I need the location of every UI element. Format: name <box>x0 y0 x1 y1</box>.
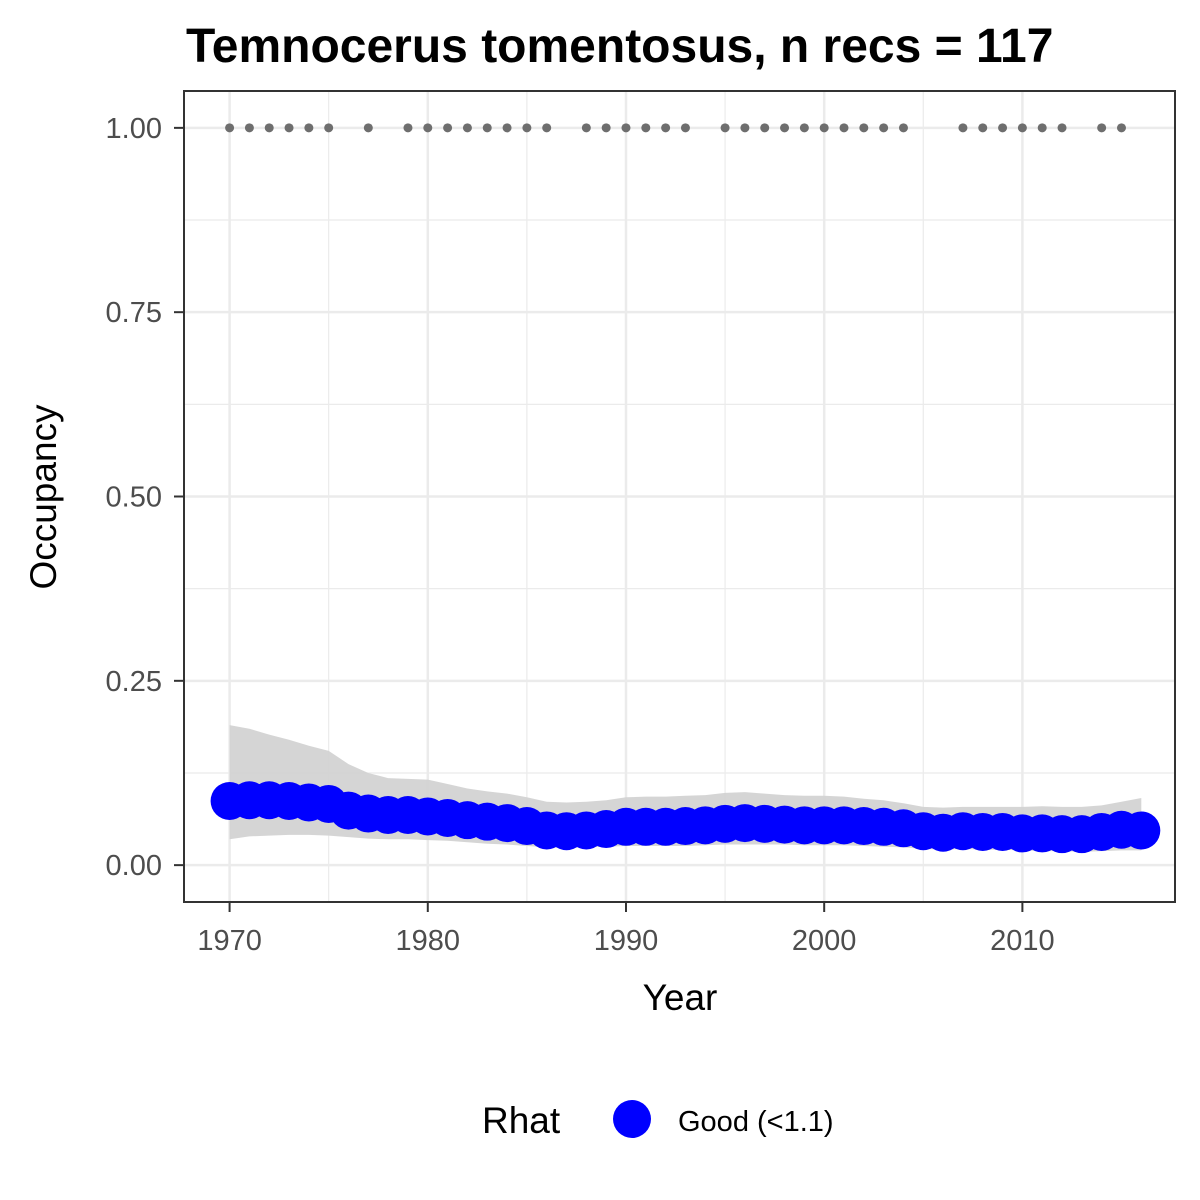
x-tick-label: 2000 <box>792 925 857 957</box>
observed-point <box>1037 123 1047 133</box>
observed-point <box>244 123 254 133</box>
x-tick-label: 2010 <box>990 925 1055 957</box>
y-tick-label: 0.00 <box>106 850 162 882</box>
observed-point <box>898 123 908 133</box>
y-tick-label: 0.25 <box>106 666 162 698</box>
observed-point <box>879 123 889 133</box>
observed-point <box>740 123 750 133</box>
observed-point <box>998 123 1008 133</box>
x-tick-label: 1980 <box>396 925 461 957</box>
observed-points <box>225 123 1126 133</box>
y-tick-label: 0.50 <box>106 482 162 514</box>
observed-point <box>839 123 849 133</box>
observed-point <box>443 123 453 133</box>
observed-point <box>502 123 512 133</box>
observed-point <box>482 123 492 133</box>
observed-point <box>621 123 631 133</box>
y-axis-title: Occupancy <box>23 404 64 590</box>
y-axis: 0.00 0.25 0.50 0.75 1.00 <box>106 113 184 882</box>
x-tick-label: 1990 <box>594 925 659 957</box>
observed-point <box>819 123 829 133</box>
estimate-point <box>1122 811 1161 850</box>
observed-point <box>760 123 770 133</box>
x-axis-title: Year <box>643 977 718 1018</box>
observed-point <box>680 123 690 133</box>
observed-point <box>978 123 988 133</box>
observed-point <box>780 123 790 133</box>
observed-point <box>1057 123 1067 133</box>
observed-point <box>601 123 611 133</box>
legend: Rhat Good (<1.1) <box>482 1100 834 1141</box>
observed-point <box>799 123 809 133</box>
legend-key-good <box>613 1100 651 1138</box>
x-tick-label: 1970 <box>197 925 262 957</box>
observed-point <box>522 123 532 133</box>
y-tick-label: 0.75 <box>106 297 162 329</box>
observed-point <box>859 123 869 133</box>
observed-point <box>225 123 235 133</box>
observed-point <box>403 123 413 133</box>
observed-point <box>1097 123 1107 133</box>
observed-point <box>661 123 671 133</box>
observed-point <box>264 123 274 133</box>
chart-title: Temnocerus tomentosus, n recs = 117 <box>186 20 1053 73</box>
observed-point <box>363 123 373 133</box>
observed-point <box>1116 123 1126 133</box>
observed-point <box>542 123 552 133</box>
legend-label-good: Good (<1.1) <box>678 1106 834 1138</box>
y-tick-label: 1.00 <box>106 113 162 145</box>
observed-point <box>720 123 730 133</box>
observed-point <box>304 123 314 133</box>
x-axis: 1970 1980 1990 2000 2010 <box>197 902 1055 957</box>
grid-lines <box>184 91 1175 902</box>
legend-title: Rhat <box>482 1100 561 1141</box>
observed-point <box>462 123 472 133</box>
observed-point <box>1017 123 1027 133</box>
occupancy-estimates <box>210 781 1161 854</box>
observed-point <box>423 123 433 133</box>
observed-point <box>324 123 334 133</box>
observed-point <box>958 123 968 133</box>
observed-point <box>581 123 591 133</box>
observed-point <box>284 123 294 133</box>
observed-point <box>641 123 651 133</box>
